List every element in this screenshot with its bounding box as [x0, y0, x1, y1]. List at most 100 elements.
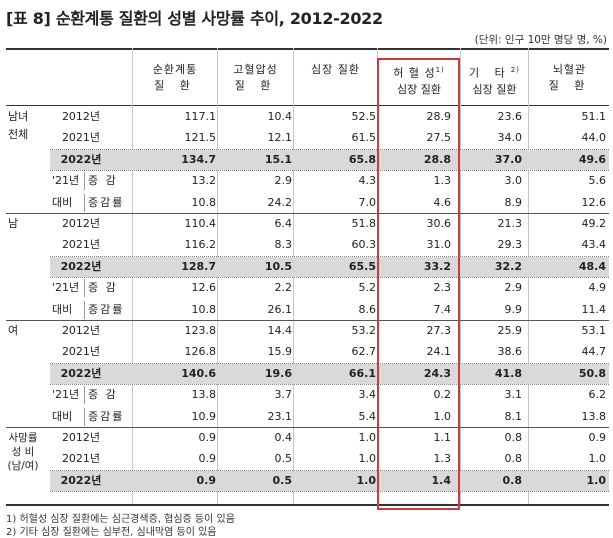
value-cell: 28.8 [423, 152, 451, 166]
group-label-line: 성 비 [11, 446, 35, 458]
value-cell: 52.5 [351, 110, 377, 123]
value-cell: 2.9 [504, 281, 523, 295]
header-line2: 심장 질환 [472, 82, 517, 96]
group-label: 남 [8, 215, 18, 233]
row-year-label: 2012년 [61, 217, 101, 230]
value-cell: 8.6 [358, 302, 377, 316]
header-heart: 심장 질환 [295, 62, 376, 78]
header-line1-wrap: 기 타2) [462, 62, 527, 82]
header-line1: 고혈압성 [233, 63, 278, 76]
value-cell: 53.2 [351, 324, 377, 337]
row-year-label: 2021년 [61, 131, 101, 145]
header-bottom-border [6, 105, 609, 106]
value-cell: 50.8 [578, 366, 606, 380]
value-cell: 0.8 [504, 452, 523, 466]
header-line1: 기 타 [469, 66, 511, 80]
group-label-line: 여 [8, 324, 19, 337]
value-cell: 15.9 [267, 345, 293, 359]
value-cell: 117.1 [184, 110, 217, 123]
value-cell: 23.6 [497, 110, 523, 123]
value-cell: 4.9 [588, 281, 607, 295]
value-cell: 13.2 [191, 174, 217, 188]
group-label-line: 남녀 [8, 110, 29, 123]
sub-divider [84, 279, 85, 298]
value-cell: 53.1 [581, 324, 607, 337]
value-cell: 123.8 [184, 324, 217, 337]
change-type-label: 증감률 [88, 195, 125, 209]
value-cell: 121.5 [184, 131, 217, 145]
group-label-line: 사망률 [8, 432, 38, 444]
value-cell: 37.0 [494, 152, 522, 166]
value-cell: 65.5 [348, 259, 376, 273]
sub-divider [84, 386, 85, 405]
value-cell: 0.5 [274, 452, 293, 466]
sub-divider [84, 407, 85, 426]
row-dotted-border [50, 255, 609, 257]
compare-label: 대비 [52, 409, 73, 423]
value-cell: 2.2 [274, 281, 293, 295]
value-cell: 44.0 [581, 131, 607, 145]
value-cell: 5.4 [358, 409, 377, 423]
header-hypertensive: 고혈압성 질 환 [219, 62, 292, 94]
value-cell: 66.1 [348, 366, 376, 380]
value-cell: 134.7 [181, 152, 216, 166]
header-line1: 심장 질환 [311, 63, 360, 76]
value-cell: 1.0 [586, 473, 607, 487]
table-row: '21년 증 감 12.6 2.2 5.2 2.3 2.9 4.9 [6, 277, 609, 299]
value-cell: 27.3 [426, 324, 452, 337]
value-cell: 32.2 [494, 259, 522, 273]
value-cell: 14.4 [267, 324, 293, 337]
value-cell: 7.4 [433, 302, 452, 316]
table-row: 2021년 126.8 15.9 62.7 24.1 38.6 44.7 [6, 341, 609, 363]
value-cell: 49.2 [581, 217, 607, 230]
header-other-heart: 기 타2) 심장 질환 [462, 62, 527, 98]
value-cell: 1.0 [358, 452, 377, 466]
compare-label: 대비 [52, 195, 73, 209]
header-line1: 뇌혈관 [552, 63, 587, 76]
value-cell: 15.1 [264, 152, 292, 166]
value-cell: 12.6 [581, 195, 607, 209]
value-cell: 8.1 [504, 409, 523, 423]
value-cell: 48.4 [578, 259, 606, 273]
table-title: [표 8] 순환계통 질환의 성별 사망률 추이, 2012-2022 [6, 9, 383, 28]
unit-label: (단위: 인구 10만 명당 명, %) [474, 34, 607, 46]
table-row: 2022년 140.6 19.6 66.1 24.3 41.8 50.8 [6, 362, 609, 385]
change-type-label: 증 감 [88, 174, 118, 188]
change-type-label: 증감률 [88, 409, 125, 423]
group-label-line: 남 [8, 217, 19, 230]
group-label-line: 전체 [8, 128, 29, 141]
footnote-ref-1: 1) [435, 66, 445, 74]
value-cell: 3.4 [358, 388, 377, 402]
value-cell: 21.3 [497, 217, 523, 230]
row-dotted-border [50, 490, 609, 492]
value-cell: 0.9 [196, 473, 217, 487]
row-dotted-border [50, 469, 609, 471]
header-line1: 허 혈 성 [393, 66, 436, 80]
value-cell: 9.9 [504, 302, 523, 316]
value-cell: 4.3 [358, 174, 377, 188]
table-row: 2012년 0.9 0.4 1.0 1.1 0.8 0.9 [6, 427, 609, 449]
row-year-label: 2022년 [60, 152, 102, 166]
table-row: 2012년 110.4 6.4 51.8 30.6 21.3 49.2 [6, 213, 609, 235]
value-cell: 7.0 [358, 195, 377, 209]
table-row: 대비 증감률 10.9 23.1 5.4 1.0 8.1 13.8 [6, 406, 609, 428]
value-cell: 1.0 [356, 473, 377, 487]
value-cell: 62.7 [351, 345, 377, 359]
row-highlight-band [50, 149, 609, 170]
value-cell: 1.0 [588, 452, 607, 466]
value-cell: 38.6 [497, 345, 523, 359]
change-type-label: 증 감 [88, 281, 118, 295]
footnote-ref-2: 2) [510, 66, 520, 74]
table-row: 2022년 0.9 0.5 1.0 1.4 0.8 1.0 [6, 469, 609, 492]
value-cell: 0.4 [274, 431, 293, 444]
table-row: 2022년 128.7 10.5 65.5 33.2 32.2 48.4 [6, 255, 609, 278]
table-bottom-border [6, 504, 609, 506]
value-cell: 51.8 [351, 217, 377, 230]
row-year-label: 2022년 [60, 473, 102, 487]
row-year-label: 2021년 [61, 452, 101, 466]
group-label-line: (남/여) [7, 460, 39, 472]
header-circulatory: 순환계통 질 환 [134, 62, 216, 94]
table-row: 2021년 116.2 8.3 60.3 31.0 29.3 43.4 [6, 234, 609, 256]
value-cell: 0.9 [198, 431, 217, 444]
